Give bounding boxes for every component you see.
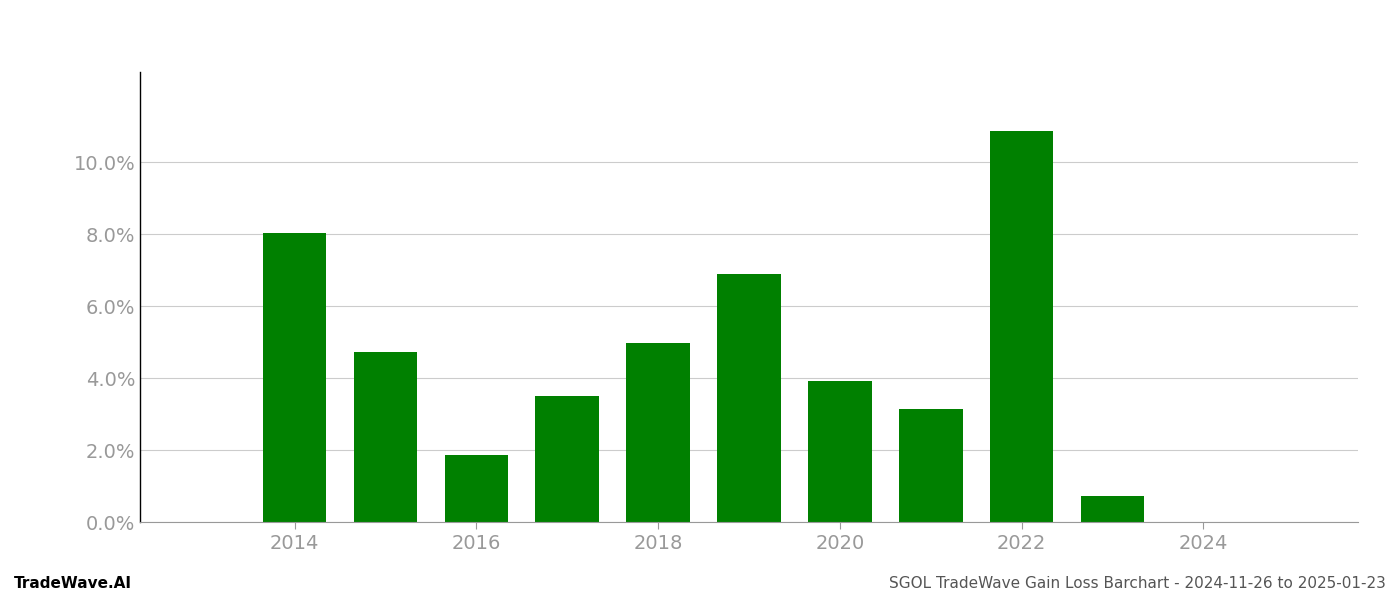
Bar <box>808 381 872 522</box>
Bar <box>354 352 417 522</box>
Bar <box>1081 496 1144 522</box>
Bar <box>626 343 690 522</box>
Text: TradeWave.AI: TradeWave.AI <box>14 576 132 591</box>
Bar <box>445 455 508 522</box>
Bar <box>717 274 781 522</box>
Text: SGOL TradeWave Gain Loss Barchart - 2024-11-26 to 2025-01-23: SGOL TradeWave Gain Loss Barchart - 2024… <box>889 576 1386 591</box>
Bar <box>990 131 1053 522</box>
Bar <box>535 396 599 522</box>
Bar <box>899 409 963 522</box>
Bar <box>263 233 326 522</box>
